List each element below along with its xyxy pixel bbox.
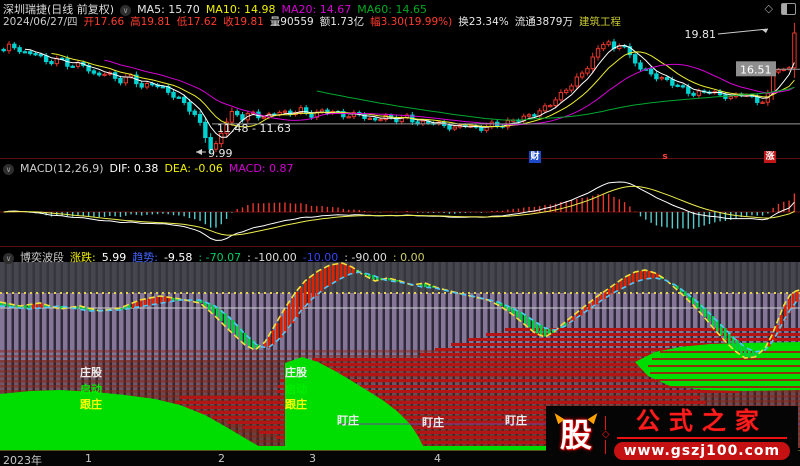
stage-label: 庄股 — [285, 366, 307, 379]
stage-label: 盯庄 — [422, 416, 444, 429]
split-window-icon[interactable] — [781, 3, 796, 15]
price-chart[interactable]: 16.51 19.81 11.48 - 11.63 9.99 — [0, 0, 800, 160]
axis-tick: 4 — [434, 452, 441, 465]
stage-label: 启动 — [285, 383, 307, 396]
stage-label: 庄股 — [80, 366, 102, 379]
stage-label: 跟庄 — [80, 398, 102, 411]
collapse-icon[interactable]: ∨ — [3, 163, 14, 175]
logo-url: www.gszj100.com — [613, 441, 791, 460]
stage-label: 启动 — [80, 383, 102, 396]
diamond-icon[interactable]: ◇ — [764, 2, 773, 15]
panel-divider[interactable] — [0, 246, 800, 247]
axis-divider — [0, 450, 800, 451]
event-flag[interactable]: s — [662, 152, 668, 162]
title-icons: ◇ — [765, 2, 796, 15]
macd-chart[interactable] — [0, 160, 800, 246]
collapse-icon[interactable]: ∨ — [3, 252, 14, 264]
logo-divider: ◇ — [602, 415, 610, 454]
collapse-icon[interactable]: ∨ — [120, 4, 132, 16]
axis-tick: 3 — [309, 452, 316, 465]
axis-tick: 1 — [85, 452, 92, 465]
bull-glyph: 股 — [551, 410, 601, 451]
logo-underline — [616, 436, 787, 439]
axis-tick: 2 — [218, 452, 225, 465]
svg-text:16.51: 16.51 — [740, 63, 772, 76]
svg-text:11.48 - 11.63: 11.48 - 11.63 — [217, 122, 291, 135]
stage-label: 跟庄 — [285, 398, 307, 411]
svg-text:19.81: 19.81 — [685, 28, 717, 41]
event-flag[interactable]: 涨 — [764, 151, 776, 163]
boyi-wave-chart[interactable] — [0, 247, 800, 450]
axis-tick: 2023年 — [3, 454, 42, 466]
stage-label: 盯庄 — [337, 414, 359, 427]
event-flag[interactable]: 财 — [529, 151, 541, 163]
logo-name: 公式之家 — [635, 407, 768, 436]
stage-label: 盯庄 — [505, 414, 527, 427]
watermark-logo: 股 ◇ 公式之家 www.gszj100.com — [546, 406, 798, 463]
panel-divider[interactable] — [0, 158, 800, 159]
svg-text:9.99: 9.99 — [208, 147, 233, 160]
